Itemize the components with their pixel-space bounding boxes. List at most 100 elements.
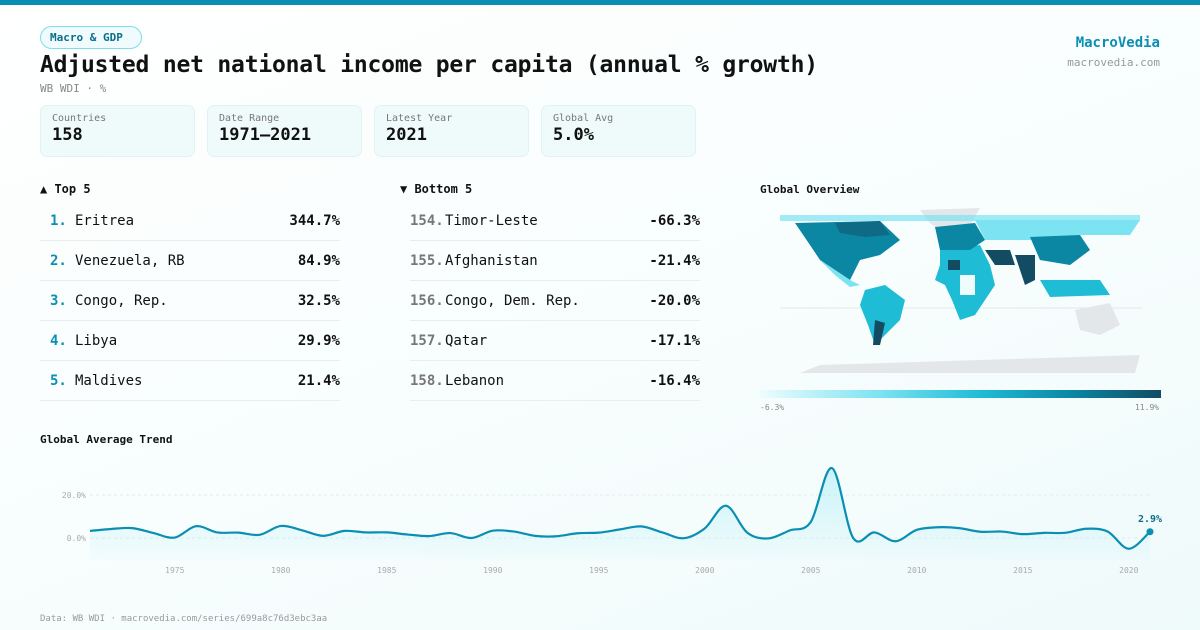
ranking-row[interactable]: 156. Congo, Dem. Rep. -20.0% [410,281,700,321]
world-map[interactable] [780,205,1142,380]
region-central-america[interactable] [820,260,860,287]
color-scale-legend [760,390,1161,398]
region-china[interactable] [1030,235,1090,265]
stat-value: 2021 [386,125,427,145]
series-line [89,467,1151,550]
country-name: Lebanon [445,372,505,389]
top-accent-bar [0,0,1200,5]
y-tick-label: 20.0% [62,491,86,500]
x-tick-label: 1995 [589,566,608,575]
category-badge[interactable]: Macro & GDP [40,26,142,49]
country-name: Qatar [445,332,488,349]
trend-chart[interactable]: 0.0% 20.0% 1975 1980 1985 1990 1995 2000 2005 201… [0,440,1200,590]
country-name: Afghanistan [445,252,538,269]
rank-number: 3. [50,292,67,309]
country-name: Timor-Leste [445,212,538,229]
rank-number: 157. [410,332,444,349]
ranking-row[interactable]: 158. Lebanon -16.4% [410,361,700,401]
country-value: 344.7% [289,212,340,229]
legend-min-label: -6.3% [760,403,785,412]
region-central-africa[interactable] [960,275,975,295]
stat-label: Date Range [219,113,280,124]
page-subtitle: WB WDI · % [40,82,107,95]
region-australia[interactable] [1075,303,1120,335]
x-tick-label: 2005 [801,566,820,575]
rank-number: 4. [50,332,67,349]
ranking-row[interactable]: 3. Congo, Rep. 32.5% [40,281,340,321]
y-tick-label: 0.0% [67,534,86,543]
x-tick-label: 2010 [907,566,926,575]
map-heading: Global Overview [760,183,860,196]
x-tick-label: 1985 [377,566,396,575]
greenland[interactable] [920,208,980,235]
x-tick-label: 2000 [695,566,714,575]
last-value-label: 2.9% [1138,514,1162,525]
ranking-row[interactable]: 154. Timor-Leste -66.3% [410,201,700,241]
arctic-strip [780,215,1140,221]
stat-card-date-range: Date Range 1971–2021 [207,105,362,157]
rank-number: 154. [410,212,444,229]
stat-label: Latest Year [386,113,453,124]
country-name: Maldives [75,372,143,389]
rank-number: 158. [410,372,444,389]
rank-number: 1. [50,212,67,229]
x-tick-label: 1975 [165,566,184,575]
ranking-row[interactable]: 1. Eritrea 344.7% [40,201,340,241]
brand-logo[interactable]: MacroVedia [1075,35,1160,51]
region-russia[interactable] [975,220,1140,240]
stat-label: Global Avg [553,113,614,124]
country-value: 84.9% [297,252,340,269]
country-value: 21.4% [297,372,340,389]
brand-url[interactable]: macrovedia.com [1067,56,1160,69]
region-libya[interactable] [948,260,960,270]
region-south-america[interactable] [860,285,905,345]
x-tick-label: 2015 [1013,566,1032,575]
country-value: 32.5% [297,292,340,309]
country-name: Libya [75,332,118,349]
rank-number: 2. [50,252,67,269]
ranking-row[interactable]: 2. Venezuela, RB 84.9% [40,241,340,281]
stat-card-latest-year: Latest Year 2021 [374,105,529,157]
region-antarctica[interactable] [800,355,1140,373]
country-value: -17.1% [649,332,700,349]
stat-card-global-avg: Global Avg 5.0% [541,105,696,157]
stat-value: 1971–2021 [219,125,312,145]
region-argentina[interactable] [873,320,885,345]
rank-number: 5. [50,372,67,389]
stat-value: 158 [52,125,83,145]
ranking-row[interactable]: 4. Libya 29.9% [40,321,340,361]
country-value: -66.3% [649,212,700,229]
region-southeast-asia[interactable] [1040,280,1110,297]
rank-number: 155. [410,252,444,269]
ranking-row[interactable]: 5. Maldives 21.4% [40,361,340,401]
rank-number: 156. [410,292,444,309]
footer-source: Data: WB WDI · macrovedia.com/series/699… [40,614,328,624]
country-value: -16.4% [649,372,700,389]
country-name: Eritrea [75,212,135,229]
region-europe[interactable] [935,223,985,250]
stat-label: Countries [52,113,107,124]
region-middle-east[interactable] [985,250,1015,265]
page-title: Adjusted net national income per capita … [40,52,818,78]
country-name: Congo, Dem. Rep. [445,292,580,309]
x-tick-label: 1990 [483,566,502,575]
legend-max-label: 11.9% [1135,403,1160,412]
data-point[interactable] [1146,528,1154,536]
ranking-row[interactable]: 155. Afghanistan -21.4% [410,241,700,281]
x-tick-label: 2020 [1119,566,1138,575]
country-value: -21.4% [649,252,700,269]
country-name: Congo, Rep. [75,292,168,309]
stat-value: 5.0% [553,125,594,145]
ranking-row[interactable]: 157. Qatar -17.1% [410,321,700,361]
stat-card-countries: Countries 158 [40,105,195,157]
top5-heading: ▲ Top 5 [40,182,91,196]
country-value: -20.0% [649,292,700,309]
region-india[interactable] [1015,255,1035,285]
country-name: Venezuela, RB [75,252,185,269]
region-canada[interactable] [835,221,890,237]
chart-title: Global Average Trend [40,433,173,446]
x-tick-label: 1980 [271,566,290,575]
country-value: 29.9% [297,332,340,349]
bottom5-heading: ▼ Bottom 5 [400,182,473,196]
series-area [90,468,1150,560]
